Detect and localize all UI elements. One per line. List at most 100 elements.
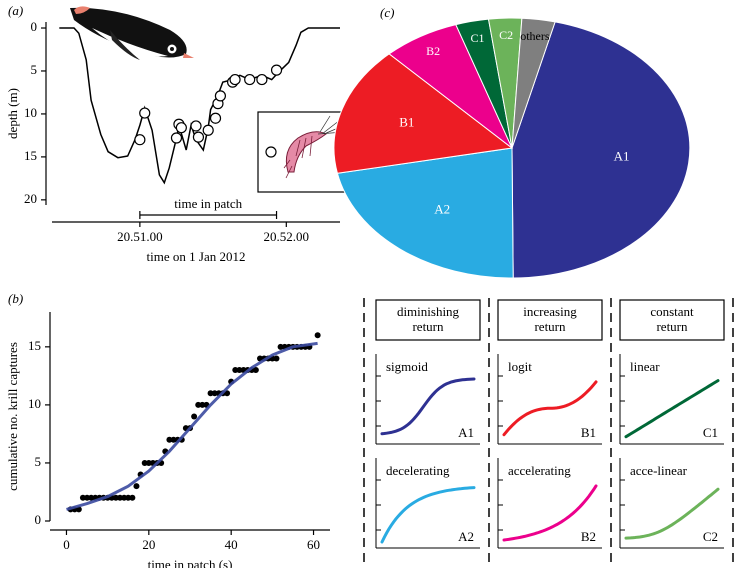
model-code: A1 — [458, 425, 474, 440]
slice-label: C1 — [471, 31, 485, 45]
y-axis-label: cumulative no. krill captures — [5, 342, 20, 491]
model-name: acce-linear — [630, 463, 688, 478]
penguin-illustration — [70, 6, 194, 60]
capture-dot — [257, 355, 263, 362]
capture-dot — [277, 343, 284, 350]
model-code: C1 — [703, 425, 718, 440]
column-header: increasing — [523, 304, 577, 319]
x-axis-label: time in patch (s) — [148, 557, 233, 568]
annotation: time in patch — [174, 196, 242, 211]
capture-marker — [244, 73, 256, 86]
model-code: C2 — [703, 529, 718, 544]
x-tick-label: 0 — [63, 537, 70, 552]
model-curve — [502, 484, 598, 542]
pie-slice — [333, 53, 514, 174]
slice-label: C2 — [499, 28, 513, 42]
x-tick-label: 60 — [307, 537, 320, 552]
header-box — [619, 299, 725, 341]
y-tick-label: 15 — [28, 338, 41, 353]
capture-dot — [191, 413, 198, 420]
x-axis-label: time on 1 Jan 2012 — [147, 249, 246, 264]
slice-label: others — [520, 29, 550, 43]
y-tick-label: 15 — [24, 148, 37, 163]
capture-marker — [214, 90, 227, 102]
y-tick-label: 10 — [28, 396, 41, 411]
column-header: return — [534, 319, 566, 334]
capture-dot — [117, 494, 123, 501]
capture-dot — [88, 494, 95, 501]
capture-marker — [190, 120, 202, 132]
fit-line — [66, 341, 318, 511]
x-tick-label: 20.51.00 — [117, 229, 163, 244]
capture-dot — [199, 401, 206, 408]
slice-label: A2 — [434, 201, 450, 216]
capture-marker — [256, 73, 268, 86]
capture-dot — [84, 494, 91, 501]
model-code: A2 — [458, 529, 474, 544]
model-name: accelerating — [508, 463, 571, 478]
panel-label: (a) — [8, 3, 23, 18]
x-tick-label: 40 — [225, 537, 238, 552]
capture-dot — [166, 436, 173, 443]
panel-label: (c) — [380, 5, 394, 20]
column-header: return — [412, 319, 444, 334]
capture-marker — [139, 107, 151, 119]
header-box — [497, 299, 603, 341]
x-tick-label: 20.52.00 — [264, 229, 310, 244]
capture-dot — [125, 494, 132, 501]
capture-marker — [134, 134, 146, 146]
slice-label: B2 — [426, 44, 440, 58]
capture-dot — [232, 367, 239, 374]
capture-marker — [202, 124, 214, 136]
capture-dot — [170, 436, 177, 443]
model-name: decelerating — [386, 463, 450, 478]
capture-dot — [195, 401, 202, 408]
slice-label: B1 — [399, 115, 414, 130]
model-curve — [624, 379, 720, 439]
model-name: logit — [508, 359, 532, 374]
model-curve — [380, 486, 476, 544]
y-tick-label: 10 — [24, 105, 37, 120]
capture-marker — [170, 132, 183, 144]
model-name: linear — [630, 359, 660, 374]
y-tick-label: 5 — [35, 454, 42, 469]
capture-marker — [192, 131, 205, 143]
pie-slice — [511, 17, 556, 149]
y-tick-label: 0 — [31, 19, 38, 34]
header-box — [375, 299, 481, 341]
capture-dot — [236, 367, 243, 374]
capture-dot — [207, 390, 214, 397]
capture-marker — [175, 122, 187, 134]
capture-dot — [79, 494, 86, 501]
x-tick-label: 20 — [142, 537, 155, 552]
capture-dot — [211, 390, 218, 397]
model-curve — [624, 487, 720, 540]
capture-dot — [112, 494, 119, 501]
capture-marker — [270, 64, 283, 76]
pie-slice — [511, 21, 691, 279]
capture-dot — [273, 355, 280, 362]
model-code: B1 — [581, 425, 596, 440]
model-name: sigmoid — [386, 359, 428, 374]
column-header: diminishing — [397, 304, 460, 319]
y-tick-label: 5 — [31, 62, 38, 77]
capture-marker — [229, 73, 241, 86]
column-header: return — [656, 319, 688, 334]
capture-dot — [314, 332, 321, 339]
panel-label: (b) — [8, 291, 23, 306]
capture-marker — [209, 112, 222, 124]
y-tick-label: 0 — [35, 512, 42, 527]
pie-slice — [336, 147, 514, 279]
krill-inset — [257, 111, 346, 193]
model-curve — [502, 380, 598, 437]
capture-dot — [129, 494, 136, 501]
slice-label: A1 — [614, 149, 630, 164]
y-tick-label: 20 — [24, 191, 37, 206]
capture-dot — [252, 367, 259, 374]
model-curve — [380, 377, 476, 436]
capture-dot — [121, 494, 128, 501]
column-header: constant — [650, 304, 694, 319]
capture-dot — [133, 483, 140, 490]
